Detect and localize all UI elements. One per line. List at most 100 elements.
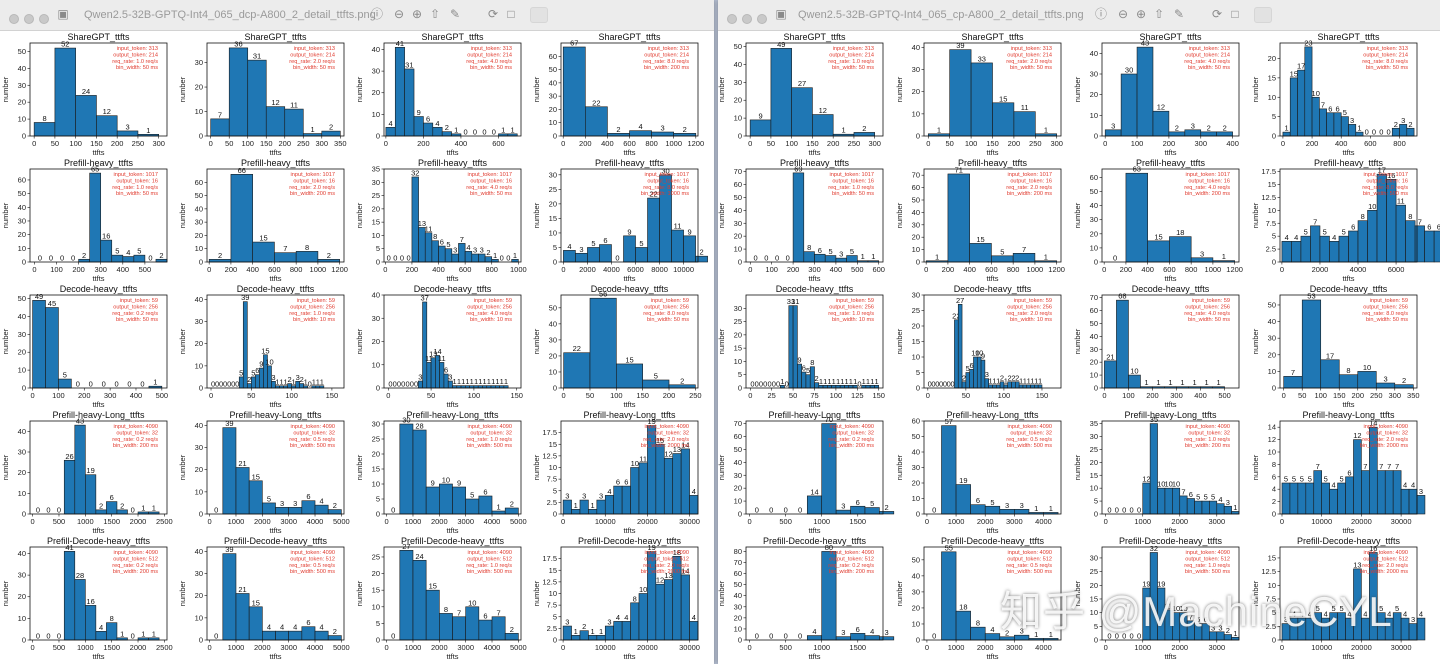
histogram-bar [947, 173, 970, 263]
bar-count-label: 4 [388, 119, 392, 128]
config-annotation: req_rate: 4.0 req/s [1184, 185, 1230, 191]
bar-count-label: 22 [592, 98, 600, 107]
x-tick-label: 150 [510, 391, 523, 400]
sidebar-toggle-icon[interactable]: ▣ [775, 7, 787, 21]
close-button[interactable] [727, 14, 737, 24]
config-annotation: output_token: 16 [1188, 178, 1230, 184]
bar-count-label: 3 [1284, 615, 1288, 624]
crop-icon[interactable]: □ [507, 7, 515, 21]
rotate-icon[interactable]: ⟳ [487, 7, 499, 21]
bar-count-label: 4 [435, 119, 439, 128]
x-tick-label: 1000 [405, 643, 422, 652]
zoom-in-icon[interactable]: ⊕ [1135, 7, 1147, 21]
config-annotation: input_token: 59 [120, 298, 158, 304]
config-annotation: req_rate: 1.0 req/s [828, 311, 874, 317]
y-axis-label: number [1251, 328, 1260, 354]
bar-count-label: 7 [1387, 462, 1391, 471]
y-tick-label: 5 [553, 486, 557, 495]
info-icon[interactable]: ⓘ [370, 7, 383, 21]
minimize-button[interactable] [742, 14, 752, 24]
y-axis-label: number [532, 580, 541, 606]
bar-count-label: 0 [57, 632, 61, 641]
y-tick-label: 30 [18, 216, 26, 225]
bar-count-label: 1 [827, 377, 831, 386]
axes-frame [1101, 42, 1240, 137]
y-tick-label: 5 [553, 612, 557, 621]
share-icon[interactable]: ⇧ [1153, 7, 1165, 21]
bar-count-label: 6 [1328, 104, 1332, 113]
search-icon[interactable] [530, 7, 548, 23]
x-tick-label: 0 [1280, 265, 1284, 274]
x-tick-label: 20000 [637, 643, 658, 652]
share-icon[interactable]: ⇧ [429, 7, 441, 21]
bar-count-label: 49 [777, 40, 785, 49]
zoom-out-icon[interactable]: ⊖ [393, 7, 405, 21]
bar-count-label: 9 [797, 356, 801, 365]
bar-count-label: 2 [1015, 373, 1019, 382]
histogram-bar [1408, 623, 1418, 641]
x-tick-label: 0 [561, 517, 565, 526]
bar-count-label: 12 [103, 107, 111, 116]
zoom-out-icon[interactable]: ⊖ [1117, 7, 1129, 21]
sidebar-toggle-icon[interactable]: ▣ [57, 7, 69, 21]
zoom-button[interactable] [757, 14, 767, 24]
bar-count-label: 1 [1144, 378, 1148, 387]
config-annotation: output_token: 32 [647, 430, 689, 436]
crop-icon[interactable]: □ [1231, 7, 1239, 21]
x-tick-label: 50 [51, 139, 59, 148]
bar-count-label: 6 [603, 236, 607, 245]
rotate-icon[interactable]: ⟳ [1211, 7, 1223, 21]
x-tick-label: 10000 [595, 643, 616, 652]
x-tick-label: 100 [1131, 139, 1144, 148]
y-tick-label: 20 [18, 592, 26, 601]
bar-count-label: 1 [474, 377, 478, 386]
y-tick-label: 60 [912, 183, 920, 192]
histogram-bar [58, 378, 72, 389]
histogram-bar [973, 356, 978, 389]
bar-count-label: 2 [329, 123, 333, 132]
x-tick-label: 100 [765, 265, 778, 274]
bar-count-label: 9 [457, 479, 461, 488]
histogram-bar [1414, 225, 1425, 263]
x-axis-label: ttfts [986, 652, 998, 661]
bar-count-label: 0 [767, 380, 771, 389]
y-tick-label: 10 [549, 228, 557, 237]
close-button[interactable] [9, 14, 19, 24]
bar-count-label: 1 [141, 503, 145, 512]
histogram-bar [1310, 225, 1321, 263]
config-annotation: req_rate: 0.2 req/s [112, 563, 158, 569]
bar-count-label: 0 [401, 380, 405, 389]
minimize-button[interactable] [24, 14, 34, 24]
info-icon[interactable]: ⓘ [1094, 7, 1107, 21]
x-tick-label: 200 [406, 265, 419, 274]
zoom-in-icon[interactable]: ⊕ [411, 7, 423, 21]
y-tick-label: 15 [1090, 594, 1098, 603]
x-tick-label: 1000 [510, 265, 527, 274]
config-annotation: output_token: 32 [1010, 430, 1052, 436]
x-tick-label: 0 [208, 517, 212, 526]
y-tick-label: 20 [1090, 358, 1098, 367]
search-icon[interactable] [1254, 7, 1272, 23]
zoom-button[interactable] [39, 14, 49, 24]
x-axis-label: ttfts [986, 400, 998, 409]
markup-icon[interactable]: ✎ [1173, 7, 1185, 21]
x-tick-label: 0 [1280, 517, 1284, 526]
bar-count-label: 3 [1005, 501, 1009, 510]
config-annotation: output_token: 256 [829, 304, 874, 310]
histogram-bar [1007, 381, 1012, 389]
histogram-bar [222, 427, 237, 515]
bar-count-label: 7 [283, 244, 287, 253]
bar-count-label: 0 [769, 506, 773, 515]
bar-count-label: 1 [1233, 503, 1237, 512]
histogram-bar [1223, 505, 1232, 515]
histogram-bar [106, 501, 118, 515]
markup-icon[interactable]: ✎ [449, 7, 461, 21]
bar-count-label: 30 [1125, 66, 1133, 75]
y-tick-label: 25 [912, 306, 920, 315]
bar-count-label: 6 [1437, 223, 1440, 232]
y-tick-label: 40 [912, 208, 920, 217]
x-tick-label: 1500 [849, 643, 866, 652]
